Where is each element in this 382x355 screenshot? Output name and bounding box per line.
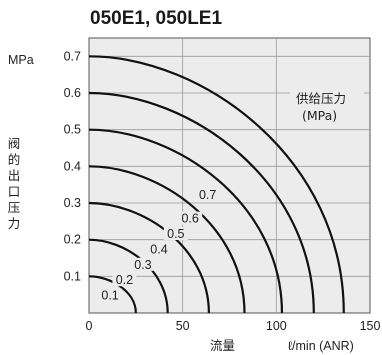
- legend-unit-text: (MPa): [302, 108, 337, 123]
- y-axis-label-char: 力: [8, 216, 21, 231]
- y-axis-label-char: 的: [8, 152, 21, 167]
- y-axis-label-char: 口: [8, 184, 21, 199]
- x-tick-label: 0: [86, 319, 93, 333]
- y-tick-label: 0.5: [64, 123, 81, 137]
- chart-title: 050E1, 050LE1: [90, 8, 222, 29]
- series-label-bg: [112, 273, 137, 287]
- x-tick-label: 100: [266, 319, 287, 333]
- y-tick-label: 0.4: [64, 159, 81, 173]
- x-axis-label: 流量: [210, 338, 235, 353]
- legend-title: 供给压力 (MPa): [290, 89, 364, 125]
- series-label-bg: [178, 211, 203, 225]
- y-tick-label: 0.6: [64, 86, 81, 100]
- x-tick-label: 50: [176, 319, 190, 333]
- series-curves: [88, 55, 345, 314]
- series-label-bg: [195, 188, 220, 202]
- series-label-bg: [163, 227, 188, 240]
- x-tick-label: 150: [360, 319, 381, 333]
- series-curve-0.5: [88, 128, 284, 314]
- series-label-0.2: 0.2: [116, 273, 133, 287]
- y-axis-label-char: 阀: [8, 136, 21, 151]
- series-label-bg: [146, 242, 171, 256]
- series-curve-0.6: [88, 91, 315, 314]
- series-label-0.7: 0.7: [199, 188, 216, 202]
- x-unit-label: ℓ/min (ANR): [288, 339, 354, 353]
- legend-title-text: 供给压力: [296, 91, 346, 106]
- series-label-bg: [98, 288, 123, 302]
- series-label-0.6: 0.6: [181, 212, 198, 226]
- y-tick-label: 0.7: [64, 49, 81, 63]
- y-tick-label: 0.1: [64, 269, 81, 283]
- series-curve-0.7: [88, 55, 345, 314]
- series-label-0.3: 0.3: [134, 258, 151, 272]
- axis-ticks: 0.10.20.30.40.50.60.70 50 100 150: [64, 49, 381, 333]
- series-label-0.5: 0.5: [167, 227, 184, 241]
- y-unit-label: MPa: [8, 53, 34, 67]
- series-curve-0.4: [88, 165, 246, 314]
- series-label-bg: [130, 257, 155, 271]
- series-labels: 0.1 0.20.3 0.40.50.60.7: [98, 188, 220, 303]
- grid: [89, 38, 370, 313]
- series-label-0.1: 0.1: [101, 289, 118, 303]
- y-axis-label-char: 出: [8, 168, 21, 183]
- series-curve-0.1: [88, 275, 137, 314]
- y-axis-label-char: 压: [8, 200, 21, 215]
- y-tick-label: 0.2: [64, 233, 81, 247]
- series-label-0.4: 0.4: [150, 242, 167, 256]
- plot-area: [88, 37, 371, 314]
- y-tick-label: 0.3: [64, 196, 81, 210]
- legend-title-bg: [290, 89, 364, 125]
